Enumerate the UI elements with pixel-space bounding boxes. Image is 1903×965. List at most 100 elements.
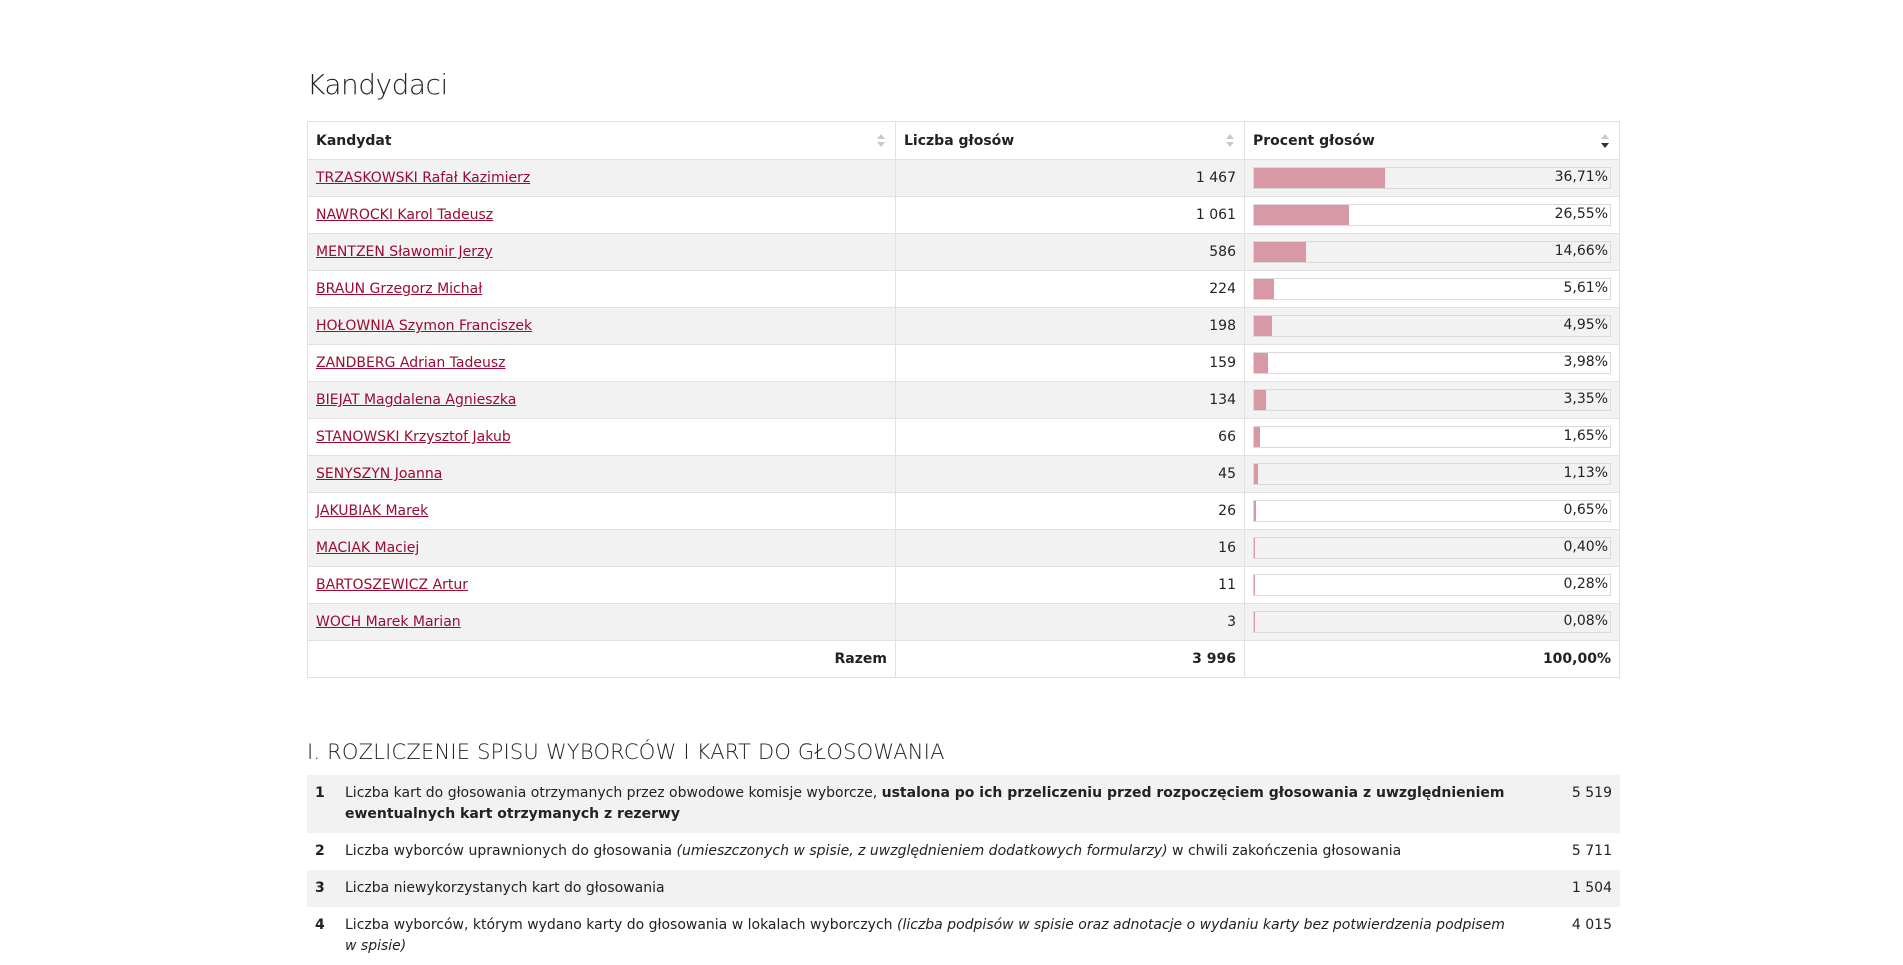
percent-bar-fill [1254,316,1272,336]
percent-label: 3,98% [1564,354,1608,370]
percent-cell: 14,66% [1245,234,1620,271]
candidate-name-cell: MACIAK Maciej [308,530,896,567]
percent-cell: 0,08% [1245,604,1620,641]
candidate-link[interactable]: ZANDBERG Adrian Tadeusz [316,355,506,371]
row-description-text: Liczba wyborców, którym wydano karty do … [345,917,897,933]
percent-cell: 0,40% [1245,530,1620,567]
percent-bar-fill [1254,501,1256,521]
row-description-after: w chwili zakończenia głosowania [1168,843,1402,859]
row-description: Liczba niewykorzystanych kart do głosowa… [337,870,1524,907]
candidate-link[interactable]: HOŁOWNIA Szymon Franciszek [316,318,532,334]
candidate-name-cell: TRZASKOWSKI Rafał Kazimierz [308,160,896,197]
total-percent: 100,00% [1245,641,1620,678]
column-header-votes[interactable]: Liczba głosów [896,122,1245,160]
row-description-text: Liczba niewykorzystanych kart do głosowa… [345,880,665,896]
table-row: BARTOSZEWICZ Artur 11 0,28% [308,567,1620,604]
sort-icon[interactable] [1226,134,1234,148]
candidate-link[interactable]: BRAUN Grzegorz Michał [316,281,482,297]
candidate-link[interactable]: BARTOSZEWICZ Artur [316,577,468,593]
row-value: 1 504 [1524,870,1620,907]
total-row: Razem 3 996 100,00% [308,641,1620,678]
table-row: STANOWSKI Krzysztof Jakub 66 1,65% [308,419,1620,456]
candidate-name-cell: JAKUBIAK Marek [308,493,896,530]
sort-desc-icon[interactable] [1601,134,1609,148]
row-value: 5 519 [1524,775,1620,833]
column-header-percent[interactable]: Procent głosów [1245,122,1620,160]
percent-bar: 0,65% [1253,500,1611,522]
candidate-name-cell: WOCH Marek Marian [308,604,896,641]
sort-icon[interactable] [877,134,885,148]
percent-bar: 3,35% [1253,389,1611,411]
percent-bar: 4,95% [1253,315,1611,337]
percent-cell: 26,55% [1245,197,1620,234]
column-header-percent-label: Procent głosów [1253,133,1375,149]
vote-count: 3 [896,604,1245,641]
percent-label: 0,28% [1564,576,1608,592]
percent-cell: 5,61% [1245,271,1620,308]
vote-count: 1 061 [896,197,1245,234]
row-description-text: Liczba kart do głosowania otrzymanych pr… [345,785,882,801]
percent-bar-fill [1254,279,1274,299]
candidate-link[interactable]: WOCH Marek Marian [316,614,461,630]
row-value: 4 015 [1524,907,1620,965]
vote-count: 26 [896,493,1245,530]
candidate-name-cell: HOŁOWNIA Szymon Franciszek [308,308,896,345]
row-description: Liczba wyborców uprawnionych do głosowan… [337,833,1524,870]
candidate-name-cell: BIEJAT Magdalena Agnieszka [308,382,896,419]
percent-label: 0,65% [1564,502,1608,518]
percent-bar: 5,61% [1253,278,1611,300]
vote-count: 198 [896,308,1245,345]
vote-count: 11 [896,567,1245,604]
candidate-name-cell: BARTOSZEWICZ Artur [308,567,896,604]
percent-label: 26,55% [1555,206,1608,222]
candidate-link[interactable]: TRZASKOWSKI Rafał Kazimierz [316,170,530,186]
percent-label: 14,66% [1555,243,1608,259]
candidates-table: Kandydat Liczba głosów Procent głosów TR… [307,121,1620,678]
percent-label: 1,13% [1564,465,1608,481]
vote-count: 16 [896,530,1245,567]
percent-bar: 3,98% [1253,352,1611,374]
candidate-link[interactable]: NAWROCKI Karol Tadeusz [316,207,493,223]
percent-bar: 1,65% [1253,426,1611,448]
vote-count: 45 [896,456,1245,493]
percent-bar: 26,55% [1253,204,1611,226]
percent-bar-fill [1254,168,1385,188]
percent-bar: 14,66% [1253,241,1611,263]
percent-bar-fill [1254,205,1349,225]
percent-bar-fill [1254,427,1260,447]
candidate-link[interactable]: SENYSZYN Joanna [316,466,442,482]
vote-count: 224 [896,271,1245,308]
percent-cell: 4,95% [1245,308,1620,345]
percent-bar: 0,28% [1253,574,1611,596]
row-description: Liczba wyborców, którym wydano karty do … [337,907,1524,965]
candidate-link[interactable]: MENTZEN Sławomir Jerzy [316,244,493,260]
row-number: 2 [307,833,337,870]
vote-count: 66 [896,419,1245,456]
settlement-title: I. ROZLICZENIE SPISU WYBORCÓW I KART DO … [307,740,945,764]
percent-label: 1,65% [1564,428,1608,444]
column-header-candidate[interactable]: Kandydat [308,122,896,160]
candidate-name-cell: BRAUN Grzegorz Michał [308,271,896,308]
candidate-link[interactable]: JAKUBIAK Marek [316,503,428,519]
row-value: 5 711 [1524,833,1620,870]
percent-label: 3,35% [1564,391,1608,407]
percent-bar-fill [1254,390,1266,410]
candidate-link[interactable]: STANOWSKI Krzysztof Jakub [316,429,511,445]
percent-bar-fill [1254,538,1255,558]
table-row: SENYSZYN Joanna 45 1,13% [308,456,1620,493]
table-row: BRAUN Grzegorz Michał 224 5,61% [308,271,1620,308]
candidate-link[interactable]: BIEJAT Magdalena Agnieszka [316,392,516,408]
candidate-link[interactable]: MACIAK Maciej [316,540,419,556]
row-description: Liczba kart do głosowania otrzymanych pr… [337,775,1524,833]
percent-cell: 1,65% [1245,419,1620,456]
percent-cell: 36,71% [1245,160,1620,197]
percent-label: 5,61% [1564,280,1608,296]
candidates-title: Kandydaci [307,68,448,101]
row-description-italic: (umieszczonych w spisie, z uwzględnienie… [677,843,1168,859]
